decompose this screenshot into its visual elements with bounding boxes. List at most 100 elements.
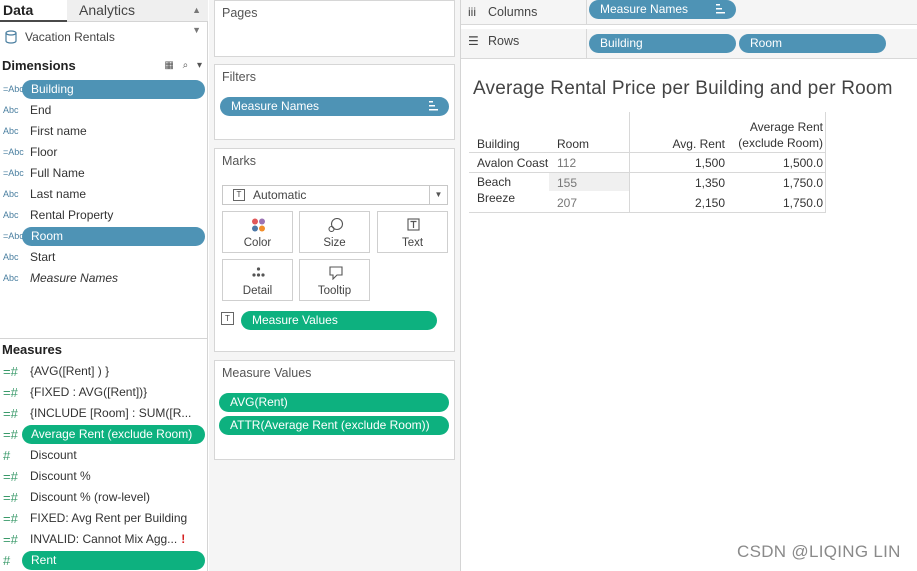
database-icon — [5, 30, 17, 44]
chevron-down-icon[interactable]: ▾ — [196, 60, 202, 71]
row-band — [549, 172, 629, 191]
measure-field-invalid[interactable]: =# INVALID: Cannot Mix Agg...! — [0, 529, 208, 550]
marks-text-label: Text — [401, 237, 424, 249]
marks-color-button[interactable]: Color — [222, 211, 293, 253]
dimension-field-building[interactable]: =Abc Building — [0, 79, 208, 100]
measure-calc-icon: =# — [3, 532, 18, 547]
measures-header: Measures — [0, 338, 208, 360]
field-label: End — [30, 103, 52, 117]
cards-pane: Pages Filters Measure Names Marks T Auto… — [209, 0, 460, 571]
measure-values-card: Measure Values AVG(Rent) ATTR(Average Re… — [214, 360, 455, 460]
measure-field-discount[interactable]: # Discount — [0, 445, 208, 466]
marks-detail-button[interactable]: Detail — [222, 259, 293, 301]
string-icon: Abc — [3, 189, 19, 199]
row-band-building — [469, 172, 549, 212]
cell-building[interactable]: Avalon Coast — [477, 156, 549, 170]
cell-avg-rent[interactable]: 1,350 — [694, 176, 725, 190]
measures-title: Measures — [2, 342, 62, 357]
field-label: Average Rent (exclude Room) — [22, 425, 205, 444]
marks-pill-measure-values[interactable]: Measure Values — [241, 311, 437, 330]
detail-dots-icon — [252, 267, 265, 277]
search-icon[interactable]: ⌕ — [182, 60, 189, 71]
cell-average-rent-excl[interactable]: 1,750.0 — [782, 176, 823, 190]
string-icon: Abc — [3, 126, 19, 136]
string-calc-icon: =Abc — [3, 84, 24, 94]
datasource-item[interactable]: Vacation Rentals — [0, 26, 208, 48]
measure-field-rent[interactable]: # Rent — [0, 550, 208, 571]
table-bottom-rule — [469, 212, 826, 213]
filters-card[interactable]: Filters Measure Names — [214, 64, 455, 140]
columns-shelf[interactable]: iii Columns Measure Names — [461, 0, 917, 25]
cell-room[interactable]: 155 — [557, 176, 578, 190]
field-label: {AVG([Rent] ) } — [30, 364, 110, 378]
measure-calc-icon: =# — [3, 511, 18, 526]
field-label: Discount — [30, 448, 77, 462]
dimension-field-floor[interactable]: =Abc Floor — [0, 142, 208, 163]
measure-values-pill-avg-rent[interactable]: AVG(Rent) — [219, 393, 449, 412]
filters-title: Filters — [222, 70, 257, 84]
marks-card: Marks T Automatic ▼ Color Size — [214, 148, 455, 352]
rows-pill-room[interactable]: Room — [739, 34, 886, 53]
pane-tabs: Data Analytics ▲ ▼ — [0, 0, 208, 35]
dimension-field-full-name[interactable]: =Abc Full Name — [0, 163, 208, 184]
measure-icon: # — [3, 448, 11, 463]
measure-calc-icon: =# — [3, 427, 18, 442]
cell-average-rent-excl[interactable]: 1,500.0 — [782, 156, 823, 170]
cell-average-rent-excl[interactable]: 1,750.0 — [782, 196, 823, 210]
tab-data[interactable]: Data — [0, 0, 67, 22]
dimension-field-first-name[interactable]: Abc First name — [0, 121, 208, 142]
header-avg-rent: Avg. Rent — [672, 137, 725, 151]
chevron-down-icon[interactable]: ▼ — [429, 186, 447, 204]
dimension-field-rental-property[interactable]: Abc Rental Property — [0, 205, 208, 226]
measure-field-avg-rent-lod[interactable]: =# {AVG([Rent] ) } — [0, 361, 208, 382]
mark-type-label: Automatic — [253, 188, 307, 202]
list-view-icon[interactable]: ▦ — [164, 60, 174, 71]
measure-field-average-rent-exclude-room[interactable]: =# Average Rent (exclude Room) — [0, 424, 208, 445]
measure-values-pill-attr-average-rent[interactable]: ATTR(Average Rent (exclude Room)) — [219, 416, 449, 435]
marks-color-label: Color — [243, 237, 272, 249]
pill-label: Room — [750, 36, 783, 50]
column-divider — [629, 112, 630, 212]
tab-analytics[interactable]: Analytics ▲ ▼ — [67, 0, 208, 35]
dimension-field-start[interactable]: Abc Start — [0, 247, 208, 268]
measure-field-discount-pct[interactable]: =# Discount % — [0, 466, 208, 487]
field-label: Rent — [22, 551, 205, 570]
measure-calc-icon: =# — [3, 490, 18, 505]
dimension-field-last-name[interactable]: Abc Last name — [0, 184, 208, 205]
measure-field-fixed-avg-rent-per-building[interactable]: =# FIXED: Avg Rent per Building — [0, 508, 208, 529]
marks-title: Marks — [222, 154, 257, 168]
cell-building[interactable]: Breeze — [477, 191, 516, 205]
rows-shelf[interactable]: ☰ Rows Building Room — [461, 29, 917, 59]
cell-room[interactable]: 112 — [557, 156, 577, 170]
dimension-field-room[interactable]: =Abc Room — [0, 226, 208, 247]
datasource-label: Vacation Rentals — [25, 30, 115, 44]
cell-room[interactable]: 207 — [557, 196, 578, 210]
marks-text-button[interactable]: Text — [377, 211, 448, 253]
columns-pill-measure-names[interactable]: Measure Names — [589, 0, 736, 19]
dimension-field-measure-names[interactable]: Abc Measure Names — [0, 268, 208, 289]
measure-field-include-room[interactable]: =# {INCLUDE [Room] : SUM([R... — [0, 403, 208, 424]
string-icon: Abc — [3, 210, 19, 220]
field-label: Room — [22, 227, 205, 246]
color-dots-icon — [252, 218, 265, 232]
marks-tooltip-button[interactable]: Tooltip — [299, 259, 370, 301]
measure-calc-icon: =# — [3, 385, 18, 400]
measure-field-discount-pct-row-level[interactable]: =# Discount % (row-level) — [0, 487, 208, 508]
pill-label: Measure Names — [600, 2, 689, 16]
filter-pill-measure-names[interactable]: Measure Names — [220, 97, 449, 116]
measure-field-fixed-avg-rent[interactable]: =# {FIXED : AVG([Rent])} — [0, 382, 208, 403]
text-mark-icon: T — [221, 312, 234, 325]
header-rule — [469, 152, 826, 153]
dimensions-header: Dimensions ▦ ⌕ ▾ — [0, 56, 208, 76]
cell-avg-rent[interactable]: 2,150 — [694, 196, 725, 210]
cell-avg-rent[interactable]: 1,500 — [694, 156, 725, 170]
pages-card[interactable]: Pages — [214, 0, 455, 57]
mark-type-select[interactable]: T Automatic ▼ — [222, 185, 448, 205]
up-down-arrow-icon[interactable]: ▲ ▼ — [192, 5, 201, 35]
rows-pill-building[interactable]: Building — [589, 34, 736, 53]
cell-building[interactable]: Beach — [477, 175, 512, 189]
marks-size-button[interactable]: Size — [299, 211, 370, 253]
dimension-field-end[interactable]: Abc End — [0, 100, 208, 121]
marks-size-label: Size — [323, 237, 346, 249]
shelf-divider — [586, 0, 587, 24]
